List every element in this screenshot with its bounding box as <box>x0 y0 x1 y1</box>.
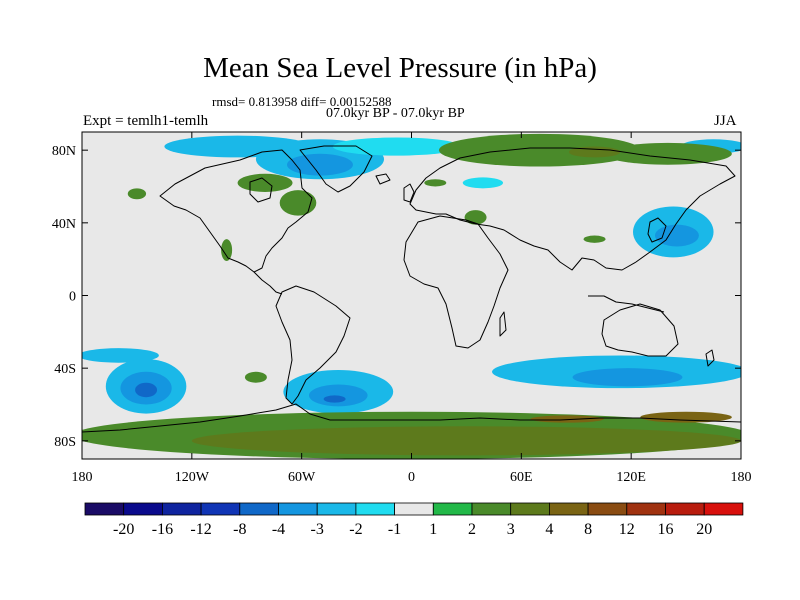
colorbar-swatch <box>587 502 628 516</box>
y-tick-label: 80N <box>52 144 76 159</box>
contour-region-siberia-high <box>438 133 641 167</box>
season-label: JJA <box>714 113 737 129</box>
experiment-label: Expt = temlh1-temlh <box>83 113 209 129</box>
x-tick-label: 60W <box>288 470 316 485</box>
contour-region-barents-core <box>568 146 621 158</box>
contour-region-mexico-high <box>221 239 233 261</box>
contour-region-atlantic-south-mid <box>308 384 368 407</box>
colorbar-label: -16 <box>152 521 173 538</box>
coastline-north-america <box>159 149 313 273</box>
x-tick-label: 60E <box>510 470 533 485</box>
coastline-greenland <box>299 145 373 193</box>
colorbar-label: -20 <box>113 521 134 538</box>
contour-region-south-ocean-core <box>572 368 683 387</box>
colorbar-swatch <box>200 502 241 516</box>
x-tick-label: 180 <box>72 470 93 485</box>
chart-title: Mean Sea Level Pressure (in hPa) <box>203 52 597 84</box>
x-tick-label: 120E <box>616 470 646 485</box>
contour-region-ross-core <box>640 411 732 423</box>
contour-region-weddell-core <box>530 415 604 423</box>
coastline-indonesia <box>588 295 665 313</box>
coastline-antarctica <box>82 403 741 433</box>
colorbar-swatch <box>665 502 705 516</box>
coastline-central-america <box>253 271 283 295</box>
coastline-japan <box>647 217 667 243</box>
colorbar-label: 20 <box>696 521 712 538</box>
colorbar-swatch <box>84 502 125 516</box>
contour-region-kara-high <box>603 142 732 165</box>
y-tick-label: 80S <box>54 435 76 450</box>
colorbar-label: 8 <box>584 521 592 538</box>
coastline-madagascar <box>499 311 507 337</box>
x-tick-label: 0 <box>408 470 415 485</box>
coastline-britain <box>403 183 415 203</box>
colorbar-swatch <box>471 502 512 516</box>
colorbar-label: -3 <box>311 521 324 538</box>
colorbar-label: 3 <box>507 521 515 538</box>
colorbar-label: 12 <box>619 521 635 538</box>
contour-region-ural-high <box>424 179 447 187</box>
coastline-hudson-bay <box>249 177 273 203</box>
colorbar-swatch <box>316 502 357 516</box>
coastline-australia <box>601 303 679 357</box>
x-tick-label: 120W <box>175 470 210 485</box>
axes-layer: 180 120W 60W 0 60E 120E 180 80N 40N 0 40S 80S <box>52 132 752 485</box>
colorbar-label: -2 <box>349 521 362 538</box>
colorbar-swatch <box>355 502 395 516</box>
colorbar-swatch <box>626 502 666 516</box>
colorbar-swatch <box>239 502 279 516</box>
colorbar-swatch <box>703 502 744 516</box>
colorbar-swatch <box>549 502 589 516</box>
contour-region-south-pacific-high <box>244 371 267 383</box>
contour-region-scandinavia-low <box>462 177 504 189</box>
colorbar-swatch <box>394 502 434 516</box>
colorbar-label: 1 <box>429 521 437 538</box>
colorbar-label: -12 <box>190 521 211 538</box>
colorbar-label: 16 <box>658 521 674 538</box>
coastline-layer <box>82 145 741 433</box>
contour-region-hudson-high <box>279 190 317 216</box>
y-tick-label: 40S <box>54 362 76 377</box>
contour-region-japan-core <box>654 224 699 247</box>
period-line: 07.0kyr BP - 07.0kyr BP <box>326 106 465 121</box>
contour-region-antarctic-inner <box>191 426 741 456</box>
stats-line: rmsd= 0.813958 diff= 0.00152588 <box>212 94 392 109</box>
colorbar-label: -4 <box>272 521 285 538</box>
coastline-iceland <box>375 173 391 185</box>
y-tick-label: 40N <box>52 217 76 232</box>
y-tick-label: 0 <box>69 290 76 305</box>
contour-region-pacific-south-core <box>135 382 158 398</box>
contour-fill-layer <box>82 133 741 459</box>
colorbar-swatch <box>432 502 473 516</box>
colorbar: -20 -16 -12 -8 -4 -3 -2 -1 1 2 3 4 8 12 16 20 <box>84 502 744 538</box>
x-tick-label: 180 <box>731 470 752 485</box>
contour-region-greenland-core <box>287 153 353 176</box>
contour-region-iceland-high <box>237 173 293 192</box>
contour-region-atlantic-south-core <box>323 395 346 403</box>
colorbar-label: 4 <box>545 521 553 538</box>
coastline-africa <box>403 215 509 349</box>
contour-region-pacific-nw-high <box>127 188 147 200</box>
colorbar-swatch <box>278 502 318 516</box>
colorbar-swatch <box>510 502 550 516</box>
coastline-new-zealand <box>705 349 715 367</box>
colorbar-label: -8 <box>233 521 246 538</box>
colorbar-swatch <box>161 502 202 516</box>
contour-region-pacific-sw-low <box>82 348 159 363</box>
colorbar-swatch <box>123 502 163 516</box>
coastline-south-america <box>275 285 351 405</box>
colorbar-label: -1 <box>388 521 401 538</box>
contour-region-china-high <box>583 235 606 243</box>
colorbar-label: 2 <box>468 521 476 538</box>
